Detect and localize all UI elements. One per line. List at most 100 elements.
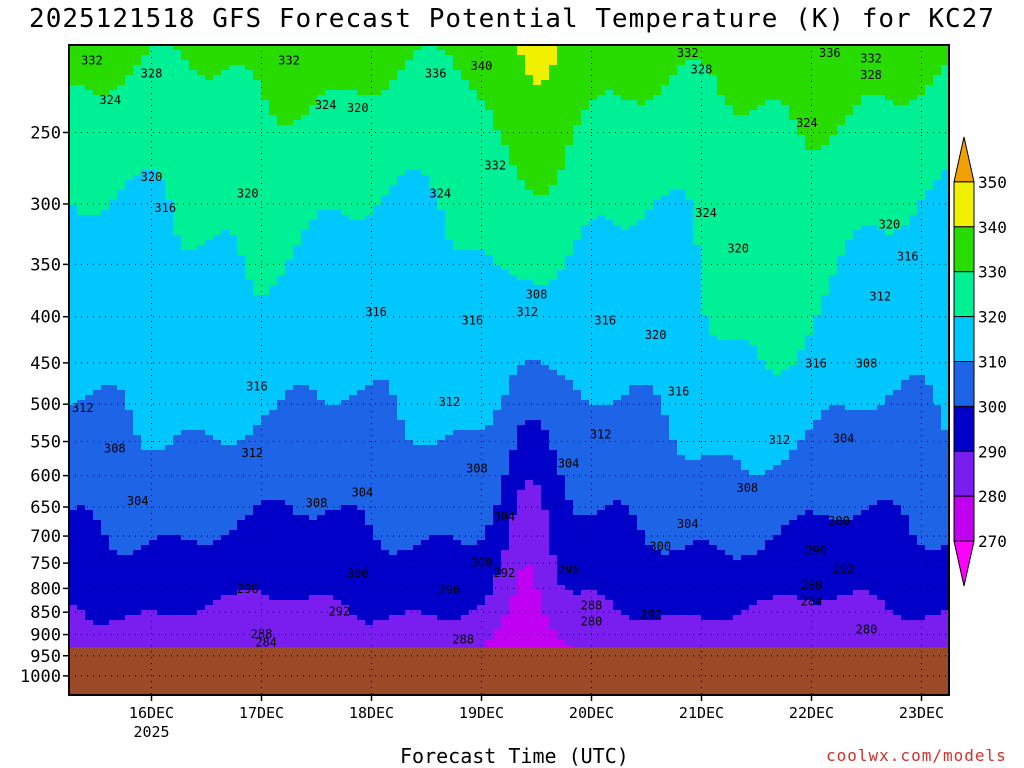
contour-label: 324: [796, 116, 818, 130]
colorbar: 350 340 330 320 310 300 290 280 270: [953, 136, 1007, 587]
y-tick-label: 850: [30, 603, 61, 623]
ground-mask: [69, 647, 949, 695]
x-tick-label: 17DEC: [239, 704, 284, 722]
y-tick-label: 300: [30, 195, 61, 215]
contour-label: 288: [581, 599, 603, 613]
grid: [69, 45, 949, 695]
contour-label: 296: [237, 582, 259, 596]
contour-label: 300: [649, 540, 671, 554]
contour-label: 304: [558, 457, 580, 471]
colorbar-swatch: [953, 136, 975, 183]
contour-label: 304: [677, 517, 699, 531]
contour-label: 304: [494, 510, 516, 524]
plot-area: 332 328 332 336 340 332 336 332 328 328 324 324 320 3…: [69, 45, 949, 695]
y-tick-label: 900: [30, 626, 61, 646]
contour-label: 324: [429, 186, 451, 200]
contour-label: 340: [471, 59, 493, 73]
contour-label: 308: [856, 357, 878, 371]
y-tick-label: 500: [30, 395, 61, 415]
contour-label: 308: [306, 496, 328, 510]
contour-label: 320: [141, 170, 163, 184]
contour-label: 292: [640, 607, 662, 621]
colorbar-label: 310: [978, 353, 1007, 372]
contour-label: 312: [769, 433, 791, 447]
y-tick-label: 650: [30, 498, 61, 518]
colorbar-label: 350: [978, 173, 1007, 192]
contour-label: 308: [736, 481, 758, 495]
colorbar-swatch: [953, 405, 975, 452]
colorbar-label: 340: [978, 218, 1007, 237]
contour-label: 300: [347, 566, 369, 580]
colorbar-label: 300: [978, 397, 1007, 416]
colorbar-swatch: [953, 226, 975, 273]
contour-label: 316: [897, 249, 919, 263]
contour-labels: 332 328 332 336 340 332 336 332 328 328 324 324 320 3…: [72, 46, 919, 650]
contour-label: 308: [526, 288, 548, 302]
contour-label: 316: [154, 201, 176, 215]
x-tick-label: 18DEC: [349, 704, 394, 722]
x-tick-label: 16DEC: [129, 704, 174, 722]
contour-label: 332: [677, 46, 699, 60]
contour-label: 312: [869, 290, 891, 304]
colorbar-swatch: [953, 361, 975, 407]
contour-label: 308: [466, 461, 488, 475]
colorbar-swatch: [953, 271, 975, 318]
contour-label: 332: [278, 53, 300, 67]
colorbar-label: 290: [978, 442, 1007, 461]
contour-label: 312: [590, 427, 612, 441]
x-tick-label: 22DEC: [789, 704, 834, 722]
contour-label: 288: [452, 632, 474, 646]
colorbar-swatch: [953, 181, 975, 228]
contour-label: 320: [645, 328, 667, 342]
contour-label: 324: [695, 206, 717, 220]
colorbar-label: 270: [978, 532, 1007, 551]
contour-label: 292: [833, 562, 855, 576]
x-tick-label: 20DEC: [569, 704, 614, 722]
contour-label: 316: [246, 380, 268, 394]
colorbar-label: 320: [978, 308, 1007, 327]
y-tick-label: 250: [30, 123, 61, 143]
contour-label: 292: [329, 605, 351, 619]
contour-label: 336: [819, 46, 841, 60]
contour-label: 316: [805, 357, 827, 371]
contour-label: 320: [879, 217, 901, 231]
x-axis-label: Forecast Time (UTC): [400, 744, 629, 768]
contour-label: 284: [801, 594, 823, 608]
y-tick-label: 750: [30, 554, 61, 574]
contour-label: 280: [856, 622, 878, 636]
x-tick-sublabel: 2025: [133, 723, 169, 741]
plot-frame: [68, 44, 950, 696]
contour-label: 324: [99, 93, 121, 107]
x-tick-label: 19DEC: [459, 704, 504, 722]
contour-label: 312: [241, 446, 263, 460]
contour-label: 312: [72, 401, 94, 415]
contour-label: 320: [347, 101, 369, 115]
colorbar-swatch: [953, 540, 975, 587]
contour-label: 284: [255, 635, 277, 649]
theta-field: [69, 45, 949, 695]
contour-label: 332: [81, 53, 103, 67]
colorbar-swatch: [953, 495, 975, 542]
contour-label: 328: [860, 68, 882, 82]
y-tick-label: 1000: [20, 667, 61, 687]
contour-label: 296: [805, 543, 827, 557]
contour-label: 288: [801, 578, 823, 592]
contour-label: 288: [251, 627, 273, 641]
y-tick-label: 350: [30, 255, 61, 275]
contour-label: 336: [425, 66, 447, 80]
x-tick-label: 21DEC: [679, 704, 724, 722]
contour-label: 280: [581, 615, 603, 629]
y-tick-label: 950: [30, 647, 61, 667]
contour-label: 332: [484, 159, 506, 173]
contour-label: 328: [141, 66, 163, 80]
chart-title: 2025121518 GFS Forecast Potential Temper…: [29, 4, 995, 34]
credit-link[interactable]: coolwx.com/models: [826, 746, 1007, 765]
y-tick-label: 450: [30, 354, 61, 374]
y-tick-label: 550: [30, 433, 61, 453]
colorbar-label: 280: [978, 487, 1007, 506]
y-axis: 250 300 350 400 450 500 550 600 650 700 750 800 850 9…: [20, 123, 69, 687]
contour-label: 296: [439, 583, 461, 597]
x-tick-label: 23DEC: [899, 704, 944, 722]
